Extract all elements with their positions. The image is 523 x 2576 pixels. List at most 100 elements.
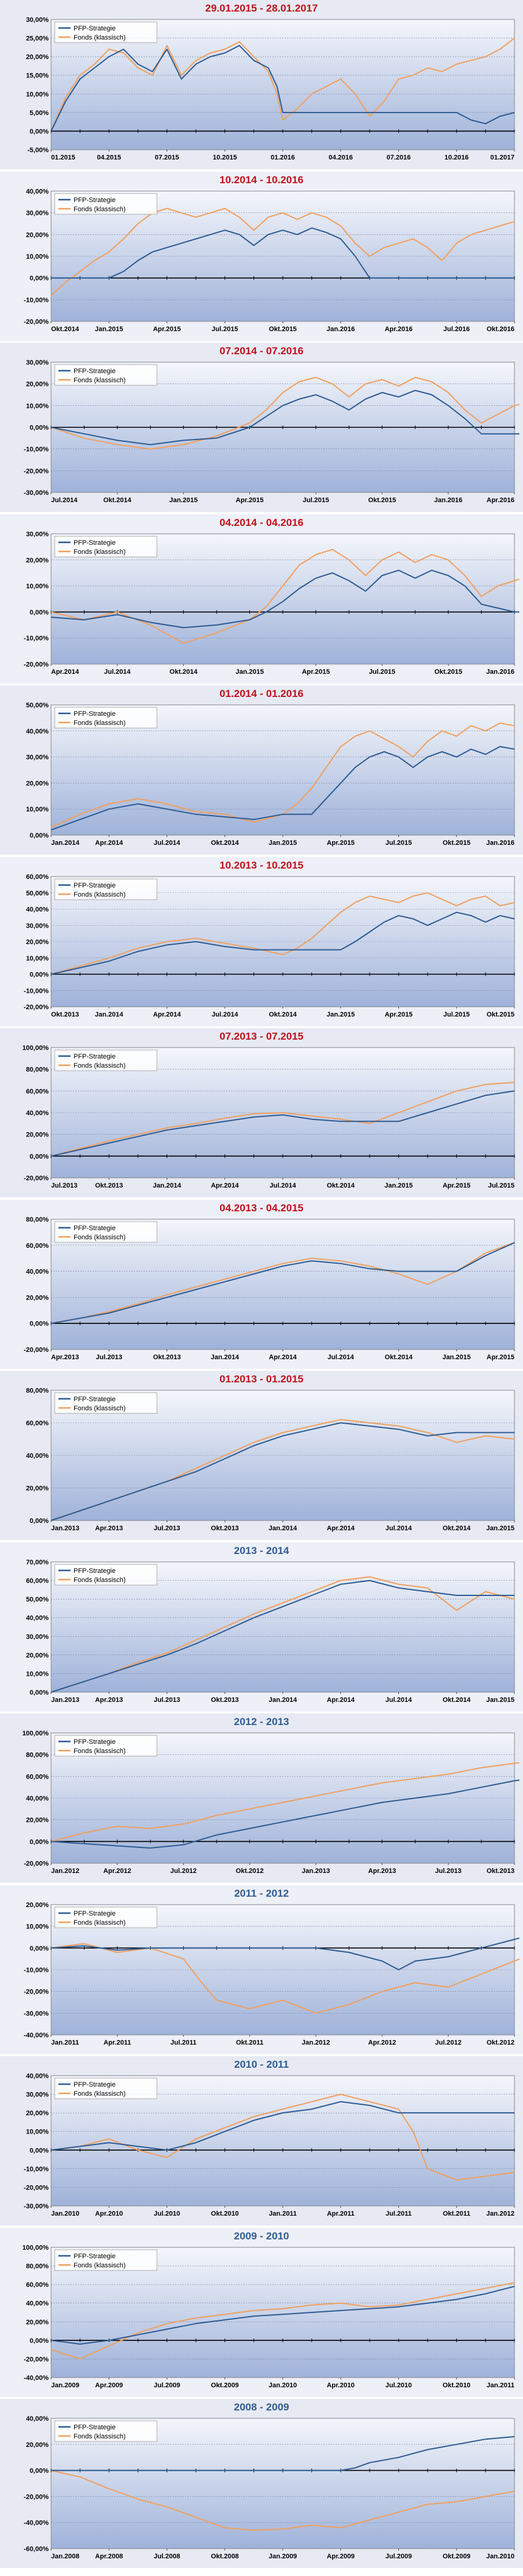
y-tick-label: 0,00%: [30, 1320, 49, 1328]
x-tick-label: Apr.2015: [487, 1354, 514, 1361]
x-tick-label: Apr.2015: [443, 1182, 471, 1189]
y-tick-label: -30,00%: [24, 489, 49, 497]
y-tick-label: 40,00%: [26, 1795, 49, 1802]
legend-label-fonds: Fonds (klassisch): [74, 719, 126, 727]
chart-svg: -20,00% -10,00% 0,00% 10,00% 20,00% 30,00% 40,…: [24, 873, 515, 1018]
y-tick-label: 10,00%: [26, 2129, 49, 2136]
x-tick-label: Okt.2013: [153, 1354, 181, 1361]
chart-title: 10.2013 - 10.2015: [219, 859, 303, 871]
series-line-pfp: [50, 1580, 514, 1693]
legend-box: [54, 536, 158, 558]
x-tick-label: Apr.2013: [51, 1354, 79, 1361]
chart-panel: 04.2013 - 04.2015 -20,00% 0,00% 20,00% 40,00…: [0, 1200, 523, 1369]
x-tick-label: Okt.2014: [327, 1182, 355, 1189]
y-tick-label: -20,00%: [24, 2356, 49, 2363]
y-tick-label: 50,00%: [26, 890, 49, 897]
x-tick-label: Jul.2013: [435, 1867, 461, 1875]
chart-svg: -20,00% 0,00% 20,00% 40,00% 60,00% 80,00% 100,…: [23, 1045, 515, 1189]
x-tick-label: Apr.2015: [327, 839, 355, 847]
x-tick-label: Okt.2013: [487, 1867, 514, 1875]
y-tick-label: 20,00%: [26, 780, 49, 787]
y-tick-label: 100,00%: [23, 2244, 49, 2252]
legend-label-fonds: Fonds (klassisch): [74, 34, 126, 41]
y-tick-label: 70,00%: [26, 1559, 49, 1566]
x-tick-label: Jan.2013: [302, 1867, 330, 1875]
chart-svg: 0,00% 10,00% 20,00% 30,00% 40,00% 50,00% 60,00…: [26, 1559, 515, 1704]
legend-box: [54, 1221, 158, 1243]
x-tick-label: Apr.2012: [368, 2039, 396, 2046]
x-tick-label: Jan.2015: [487, 1525, 514, 1532]
chart-svg: -20,00% -10,00% 0,00% 10,00% 20,00% 30,00% 40,…: [24, 188, 515, 333]
legend-label-fonds: Fonds (klassisch): [74, 377, 126, 384]
x-tick-label: Jul.2014: [269, 1182, 296, 1189]
legend-label-fonds: Fonds (klassisch): [74, 548, 126, 556]
y-tick-label: 20,00%: [26, 557, 49, 564]
x-tick-label: Jan.2012: [302, 2039, 330, 2046]
y-tick-label: 40,00%: [26, 1269, 49, 1276]
chart-svg: -40,00% -20,00% 0,00% 20,00% 40,00% 60,00% 80,…: [23, 2244, 515, 2389]
y-tick-label: 0,00%: [30, 832, 49, 839]
series-line-pfp: [51, 2436, 515, 2471]
chart-svg: -30,00% -20,00% -10,00% 0,00% 10,00% 20,00% 30…: [24, 2073, 515, 2217]
y-tick-label: 60,00%: [26, 1578, 49, 1585]
y-tick-label: 60,00%: [26, 2281, 49, 2289]
y-tick-label: 10,00%: [26, 583, 49, 590]
x-tick-label: Jul.2012: [435, 2039, 461, 2046]
y-tick-label: 30,00%: [26, 2091, 49, 2099]
legend-label-fonds: Fonds (klassisch): [74, 2090, 126, 2098]
legend-box: [54, 1906, 158, 1928]
y-tick-label: 10,00%: [26, 1670, 49, 1678]
x-tick-label: Apr.2015: [385, 1011, 413, 1018]
x-tick-label: Jan.2014: [211, 1354, 240, 1361]
y-tick-label: 20,00%: [26, 1485, 49, 1493]
y-tick-label: 30,00%: [26, 359, 49, 366]
series-line-fonds: [50, 377, 519, 450]
y-tick-label: 5,00%: [30, 110, 49, 117]
series-line-pfp: [50, 746, 515, 831]
x-tick-label: Apr.2014: [153, 1011, 182, 1018]
y-tick-label: 20,00%: [26, 1132, 49, 1139]
y-tick-label: 0,00%: [30, 609, 49, 616]
y-tick-label: 30,00%: [26, 754, 49, 761]
legend-label-fonds: Fonds (klassisch): [74, 891, 126, 898]
legend-label-pfp: PFP-Strategie: [74, 197, 116, 204]
x-tick-label: Okt.2013: [211, 1696, 239, 1704]
chart-panel: 2013 - 2014 0,00% 10,00% 20,00% 30,00% 40,00%…: [0, 1542, 523, 1712]
series-line-fonds: [50, 1762, 519, 1843]
x-tick-label: Okt.2012: [236, 1867, 264, 1875]
x-tick-label: 01.2017: [490, 154, 514, 161]
y-tick-label: -30,00%: [24, 2203, 49, 2210]
x-tick-label: Okt.2014: [211, 839, 240, 847]
y-tick-label: -20,00%: [24, 2184, 49, 2191]
chart-title: 2012 - 2013: [234, 1716, 289, 1727]
x-tick-label: Okt.2014: [103, 497, 132, 504]
y-tick-label: 0,00%: [30, 275, 49, 282]
y-tick-label: -20,00%: [24, 318, 49, 326]
x-tick-label: Apr.2011: [103, 2039, 131, 2046]
chart-title: 01.2013 - 01.2015: [219, 1373, 303, 1385]
y-tick-label: 0,00%: [30, 1517, 49, 1525]
y-tick-label: -20,00%: [24, 1175, 49, 1182]
legend-label-fonds: Fonds (klassisch): [74, 1748, 126, 1755]
series-line-pfp: [50, 2101, 514, 2151]
y-tick-label: 40,00%: [26, 1452, 49, 1460]
y-tick-label: 20,00%: [26, 2319, 49, 2326]
legend-label-pfp: PFP-Strategie: [74, 539, 116, 547]
legend-label-fonds: Fonds (klassisch): [74, 2262, 126, 2269]
x-tick-label: Okt.2009: [211, 2382, 239, 2389]
legend-label-fonds: Fonds (klassisch): [74, 1062, 126, 1069]
x-tick-label: Okt.2014: [170, 668, 198, 676]
legend-label-pfp: PFP-Strategie: [74, 368, 116, 375]
x-tick-label: Jul.2014: [154, 839, 181, 847]
x-tick-label: Jan.2015: [169, 497, 197, 504]
chart-svg: 0,00% 20,00% 40,00% 60,00% 80,00% Jan.2013 Apr…: [26, 1387, 515, 1532]
x-tick-label: Jan.2015: [235, 668, 263, 676]
x-tick-label: Jul.2014: [104, 668, 131, 676]
x-tick-label: Jul.2015: [369, 668, 395, 676]
y-tick-label: 30,00%: [26, 1633, 49, 1640]
chart-title: 29.01.2015 - 28.01.2017: [205, 2, 318, 14]
x-tick-label: Jan.2016: [487, 839, 514, 847]
y-tick-label: 20,00%: [26, 381, 49, 388]
chart-svg: -30,00% -20,00% -10,00% 0,00% 10,00% 20,00% 30…: [24, 359, 519, 504]
